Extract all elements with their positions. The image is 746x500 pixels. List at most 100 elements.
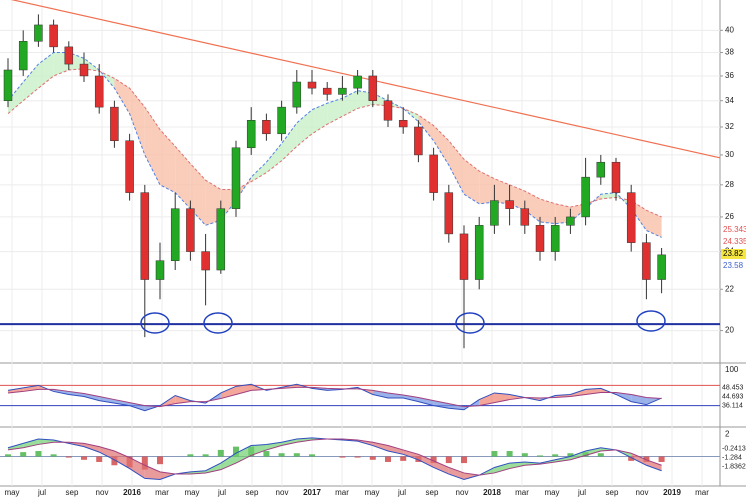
candle-body	[398, 120, 408, 128]
y-tick-label: 22	[725, 284, 734, 293]
candle-body	[657, 254, 666, 280]
circle	[455, 312, 485, 334]
indicator-band	[236, 445, 252, 464]
price-label-bg	[721, 249, 746, 259]
candle-body	[49, 24, 58, 48]
ma-band	[494, 178, 510, 204]
indicator-band	[281, 438, 297, 446]
ma-band	[540, 198, 556, 224]
histogram-bar	[5, 454, 11, 457]
x-tick-label: sep	[426, 488, 439, 497]
candle-body	[566, 216, 575, 226]
histogram-bar	[400, 456, 407, 461]
ma-band	[160, 129, 176, 193]
histogram-bar	[369, 456, 376, 460]
indicator-band	[509, 461, 525, 469]
y-tick-label: 100	[725, 365, 739, 374]
histogram-bar	[233, 446, 239, 457]
candle-body	[155, 260, 165, 280]
price-label: 25.343	[723, 225, 746, 234]
ma-band	[8, 82, 24, 114]
x-tick-label: may	[4, 488, 19, 497]
indicator-band	[388, 445, 404, 455]
histogram-bar	[597, 453, 604, 457]
indicator-band	[448, 467, 464, 480]
ma-band	[114, 78, 130, 114]
candle-body	[277, 106, 286, 135]
x-tick-label: mar	[695, 488, 709, 497]
moving-average	[7, 52, 662, 238]
candle-body	[550, 225, 560, 252]
histogram-bar	[50, 454, 57, 457]
histogram-bar	[385, 456, 391, 462]
x-tick-label: jul	[217, 488, 226, 497]
indicator-band	[144, 465, 160, 480]
y-tick-label: 36	[725, 71, 734, 80]
histogram-bar	[339, 456, 346, 458]
ma-band	[524, 191, 540, 222]
candle-body	[140, 192, 150, 280]
x-tick-label: may	[544, 488, 559, 497]
candle-body	[383, 100, 393, 121]
indicator-line	[7, 437, 662, 481]
circle	[636, 310, 666, 332]
indicator-band	[388, 392, 404, 399]
x-tick-label: jul	[397, 488, 406, 497]
histogram-bar	[430, 456, 437, 464]
x-tick-label: jul	[37, 488, 46, 497]
y-tick-label: 26	[725, 212, 734, 221]
indicator-band	[84, 393, 100, 401]
indicator-band	[372, 442, 388, 452]
ma-band	[327, 98, 343, 125]
indicator-label: 36.114	[722, 402, 743, 409]
candle-body	[642, 242, 651, 280]
ma-band	[600, 192, 616, 199]
indicator-label: -0.2413	[722, 445, 746, 452]
ma-band	[23, 64, 39, 101]
histogram-bar	[263, 451, 270, 457]
indicator-band	[114, 451, 130, 469]
indicator-band	[114, 399, 130, 406]
indicator-band	[129, 402, 145, 411]
histogram-bar	[217, 449, 224, 457]
indicator-band	[418, 454, 434, 468]
indicator-band	[646, 459, 662, 471]
highlight-circles	[140, 310, 666, 334]
indicator-band	[23, 438, 39, 448]
x-tick-label: may	[364, 488, 379, 497]
candle-body	[490, 200, 499, 226]
indicator-band	[433, 400, 449, 409]
histogram-bar	[187, 454, 194, 457]
ma-band	[99, 69, 115, 89]
histogram-bar	[81, 456, 87, 460]
ma-band	[433, 125, 449, 166]
candle-body	[611, 161, 621, 193]
histogram-bar	[445, 456, 452, 464]
ma-band	[296, 109, 312, 147]
indicator-band	[99, 396, 115, 404]
x-tick-label: nov	[636, 488, 649, 497]
indicator-label: 48.453	[722, 384, 744, 391]
candle-body	[444, 192, 454, 235]
histogram-bar	[506, 451, 513, 457]
ma-band	[144, 107, 160, 185]
ma-band	[479, 171, 495, 204]
histogram-bar	[537, 455, 543, 457]
histogram-bar	[65, 456, 72, 458]
moving-average	[7, 68, 662, 218]
y-tick-label: 40	[725, 25, 734, 34]
y-tick-label: 38	[725, 48, 734, 57]
histogram-bar	[658, 456, 665, 462]
ma-band	[418, 114, 434, 141]
ma-band	[281, 122, 297, 161]
signal-line	[7, 438, 662, 476]
ma-band	[175, 146, 191, 209]
indicator-band	[494, 463, 510, 473]
x-tick-label: mar	[335, 488, 349, 497]
indicator-band	[479, 392, 495, 406]
x-tick-label: nov	[276, 488, 289, 497]
candle-body	[307, 81, 317, 89]
ma-band	[266, 143, 282, 173]
candle-body	[429, 154, 438, 193]
